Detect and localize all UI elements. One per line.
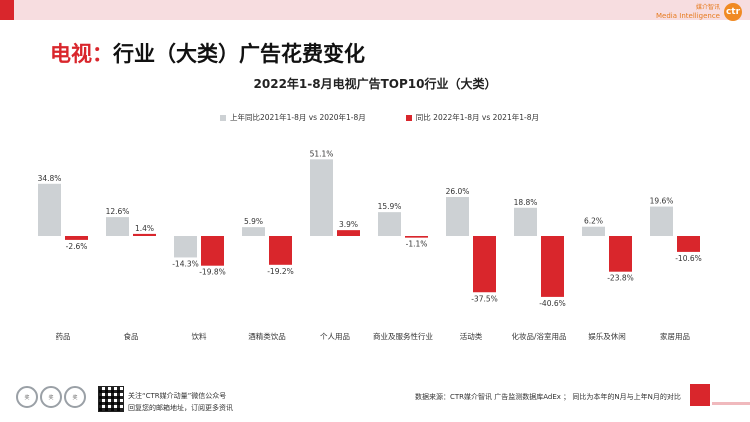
logo-cn-text: 媒介智讯: [695, 4, 720, 11]
data-label-current: -19.8%: [199, 268, 226, 277]
category-label: 个人用品: [320, 332, 350, 341]
footer-accent-line: [712, 402, 750, 405]
follow-text: 关注“CTR媒介动量”微信公众号 回复您的邮箱地址，订阅更多资讯: [128, 390, 233, 414]
data-source-note: 数据来源：CTR媒介智讯 广告监测数据库AdEx ； 同比为本年的N月与上年N月…: [415, 393, 681, 401]
bar-current: [541, 236, 564, 297]
legend-item-current: 同比 2022年1-8月 vs 2021年1-8月: [405, 112, 539, 123]
bar-current: [609, 236, 632, 272]
data-label-current: -10.6%: [675, 254, 702, 263]
bar-prior: [242, 227, 265, 236]
award-badge-icon: 奖: [40, 386, 62, 408]
logo-en-text: Media Intelligence: [656, 12, 720, 20]
bar-current: [337, 230, 360, 236]
award-badge-icon: 奖: [16, 386, 38, 408]
bar-prior: [174, 236, 197, 258]
category-label: 食品: [124, 331, 139, 341]
page-title-main: 行业（大类）广告花费变化: [113, 42, 365, 66]
bar-current: [269, 236, 292, 265]
category-label: 饮料: [192, 331, 207, 341]
category-label: 家居用品: [660, 331, 690, 341]
bar-prior: [650, 206, 673, 236]
category-label: 酒精类饮品: [248, 331, 286, 341]
data-label-current: -23.8%: [607, 274, 634, 283]
footer: 奖 奖 奖 关注“CTR媒介动量”微信公众号 回复您的邮箱地址，订阅更多资讯 数…: [0, 380, 750, 422]
data-label-current: -1.1%: [406, 240, 428, 249]
category-label: 活动类: [460, 331, 483, 341]
data-label-prior: 5.9%: [244, 217, 263, 226]
data-label-current: -19.2%: [267, 267, 294, 276]
legend-swatch-prior: [220, 114, 226, 121]
data-label-prior: 19.6%: [650, 197, 674, 206]
footer-accent-mark: [690, 384, 710, 406]
category-label: 化妆品/浴室用品: [511, 331, 566, 341]
category-label: 娱乐及休闲: [588, 331, 626, 341]
legend-item-prior: 上年同比2021年1-8月 vs 2020年1-8月: [220, 112, 366, 123]
data-label-current: -2.6%: [66, 242, 88, 251]
bar-prior: [106, 217, 129, 236]
bar-current: [133, 233, 156, 236]
bar-chart: 34.8% -2.6% 药品 12.6% 1.4% 食品 -14.3%-19.8% 饮料 5.9…: [38, 149, 702, 341]
category-label: 药品: [56, 331, 71, 341]
legend-label-current: 同比 2022年1-8月 vs 2021年1-8月: [415, 113, 539, 122]
data-label-prior: 12.6%: [106, 207, 130, 216]
chart-legend: 上年同比2021年1-8月 vs 2020年1-8月 同比 2022年1-8月 …: [220, 112, 539, 123]
award-badge-icon: 奖: [64, 386, 86, 408]
bar-current: [201, 236, 224, 266]
ctr-logo-icon: ctr: [724, 3, 742, 21]
bar-prior: [310, 159, 333, 236]
legend-label-prior: 上年同比2021年1-8月 vs 2020年1-8月: [230, 113, 366, 122]
data-label-prior: 34.8%: [38, 174, 62, 183]
bar-current: [473, 236, 496, 293]
chart-title: 2022年1-8月电视广告TOP10行业（大类）: [253, 77, 497, 91]
bar-current: [405, 236, 428, 238]
data-label-current: -37.5%: [471, 294, 498, 303]
top-banner: [0, 0, 750, 20]
award-badges: 奖 奖 奖: [16, 386, 86, 408]
legend-swatch-current: [405, 114, 412, 121]
bar-prior: [38, 183, 61, 236]
qr-code-icon: [98, 386, 124, 412]
category-label: 商业及服务性行业: [373, 331, 433, 341]
page-title-prefix: 电视：: [50, 42, 113, 66]
data-label-current: 1.4%: [135, 224, 154, 233]
bar-current: [677, 236, 700, 252]
follow-line-1: 关注“CTR媒介动量”微信公众号: [128, 392, 227, 400]
bar-prior: [582, 226, 605, 236]
data-label-prior: -14.3%: [172, 259, 199, 268]
data-label-prior: 51.1%: [310, 149, 334, 158]
data-label-prior: 18.8%: [514, 198, 538, 207]
bar-prior: [514, 207, 537, 236]
bar-prior: [446, 197, 469, 236]
data-label-current: 3.9%: [339, 220, 358, 229]
top-accent-mark: [0, 0, 14, 20]
bar-current: [65, 236, 88, 240]
data-label-prior: 6.2%: [584, 217, 603, 226]
ctr-logo: 媒介智讯 Media Intelligence ctr: [656, 2, 742, 22]
page-title: 电视：行业（大类）广告花费变化: [50, 38, 365, 68]
bar-prior: [378, 212, 401, 236]
data-label-prior: 26.0%: [446, 187, 470, 196]
data-label-current: -40.6%: [539, 299, 566, 308]
data-label-prior: 15.9%: [378, 202, 402, 211]
follow-line-2: 回复您的邮箱地址，订阅更多资讯: [128, 404, 233, 412]
